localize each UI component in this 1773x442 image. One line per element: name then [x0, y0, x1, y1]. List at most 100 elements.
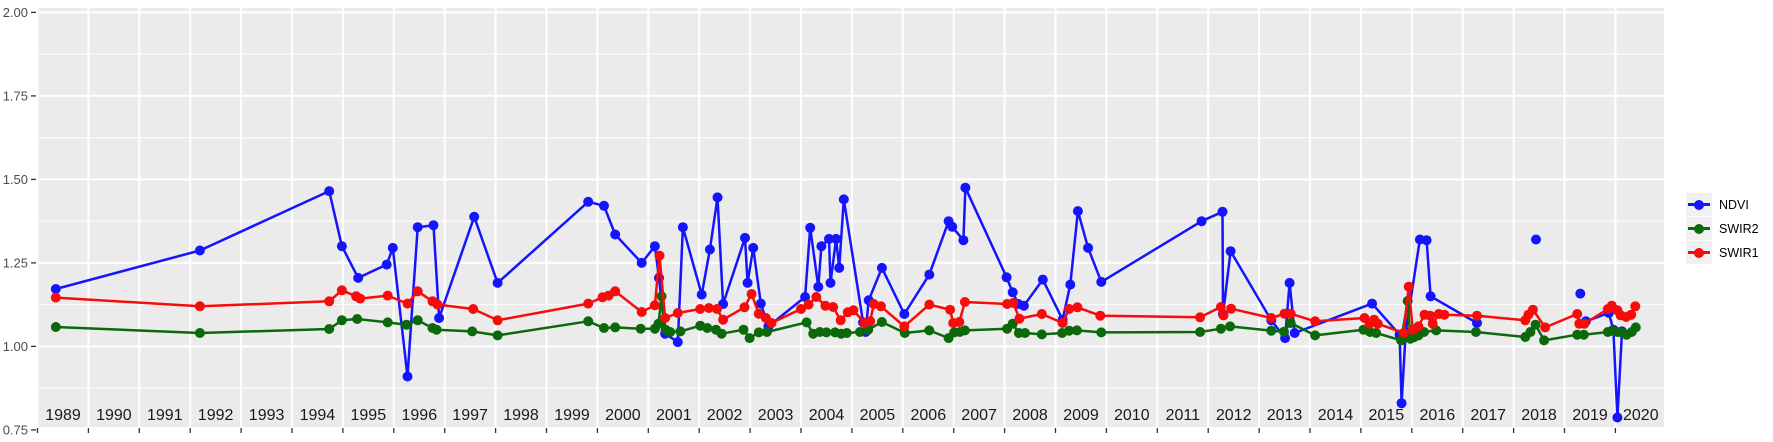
data-point	[675, 326, 686, 337]
legend-key-ndvi-icon	[1686, 193, 1712, 216]
data-point	[855, 327, 865, 337]
data-point	[740, 232, 750, 243]
svg-text:1.00: 1.00	[3, 339, 28, 354]
data-point	[805, 222, 816, 233]
data-point	[1630, 322, 1641, 333]
data-point	[1266, 313, 1277, 323]
data-point	[796, 304, 806, 314]
data-point	[803, 299, 814, 310]
svg-text:1993: 1993	[249, 407, 285, 424]
data-point	[1371, 328, 1382, 338]
data-point	[382, 317, 393, 328]
data-point	[1008, 298, 1019, 308]
data-point	[672, 308, 683, 318]
data-point	[704, 244, 715, 255]
data-point	[1064, 304, 1075, 314]
data-point	[813, 281, 824, 292]
data-point	[432, 299, 443, 310]
svg-text:2018: 2018	[1521, 407, 1557, 424]
data-point	[636, 257, 647, 268]
data-point	[755, 298, 766, 309]
data-point	[960, 182, 971, 193]
data-point	[835, 315, 846, 326]
data-point	[959, 297, 970, 307]
data-point	[352, 314, 363, 324]
data-point	[744, 333, 755, 344]
gridlines-minor	[37, 53, 1664, 389]
data-point	[1539, 335, 1550, 346]
data-point	[1531, 234, 1541, 245]
data-point	[1579, 318, 1590, 329]
svg-text:1991: 1991	[147, 407, 183, 424]
data-point	[492, 330, 503, 341]
data-point	[959, 325, 970, 336]
data-point	[194, 245, 205, 256]
data-point	[696, 289, 707, 300]
data-point	[1612, 412, 1623, 423]
svg-text:1998: 1998	[503, 407, 539, 424]
svg-text:2015: 2015	[1369, 407, 1405, 424]
data-point	[50, 292, 61, 303]
data-point	[742, 277, 753, 288]
svg-text:1.25: 1.25	[3, 255, 28, 270]
data-point	[1037, 274, 1048, 285]
data-point	[838, 194, 849, 205]
axis-ticks	[31, 11, 1617, 433]
data-point	[748, 242, 759, 253]
data-point	[811, 292, 822, 302]
data-point	[654, 250, 665, 261]
legend-label-ndvi: NDVI	[1719, 197, 1749, 212]
data-point	[324, 186, 335, 197]
data-point	[1215, 302, 1226, 312]
data-point	[1396, 398, 1407, 409]
series-ndvi	[50, 182, 1627, 423]
data-point	[718, 314, 729, 325]
data-point	[431, 324, 442, 335]
data-point	[947, 221, 958, 232]
data-point	[924, 269, 935, 280]
data-point	[1215, 323, 1226, 334]
data-point	[412, 222, 423, 233]
svg-text:1990: 1990	[96, 407, 132, 424]
data-point	[1626, 309, 1637, 320]
data-point	[825, 277, 836, 288]
data-point	[1071, 325, 1082, 336]
data-point	[1425, 291, 1436, 302]
data-point	[834, 262, 845, 273]
data-point	[583, 196, 594, 207]
data-point	[1266, 325, 1277, 336]
data-point	[656, 291, 667, 302]
series-swir2	[50, 291, 1641, 346]
data-point	[876, 317, 887, 327]
data-point	[1310, 316, 1321, 327]
data-point	[899, 309, 910, 319]
svg-text:2014: 2014	[1318, 407, 1354, 424]
data-point	[1195, 312, 1206, 323]
gridlines-major	[36, 8, 1664, 427]
data-point	[1572, 309, 1583, 319]
data-point	[1367, 298, 1378, 309]
data-point	[848, 305, 859, 316]
data-point	[336, 315, 347, 326]
svg-text:2007: 2007	[961, 407, 997, 424]
data-point	[703, 303, 714, 313]
data-point	[381, 259, 392, 270]
svg-text:1996: 1996	[402, 407, 438, 424]
data-point	[821, 327, 832, 338]
svg-text:0.75: 0.75	[3, 422, 28, 437]
data-point	[958, 235, 969, 246]
data-point	[1072, 206, 1083, 217]
data-point	[865, 316, 876, 327]
data-point	[428, 220, 439, 231]
data-point	[599, 200, 609, 211]
data-point	[402, 371, 413, 382]
x-axis-labels: 1989 1990 1991 1992 1993 1994 1995 1996 1997 1998…	[45, 407, 1658, 424]
legend-item-swir2: SWIR2	[1686, 217, 1759, 240]
svg-text:2002: 2002	[707, 407, 743, 424]
svg-text:1999: 1999	[554, 407, 590, 424]
data-point	[816, 241, 827, 252]
data-point	[1218, 310, 1229, 321]
data-point	[1196, 216, 1207, 227]
svg-text:2005: 2005	[860, 407, 896, 424]
data-point	[1439, 309, 1450, 320]
